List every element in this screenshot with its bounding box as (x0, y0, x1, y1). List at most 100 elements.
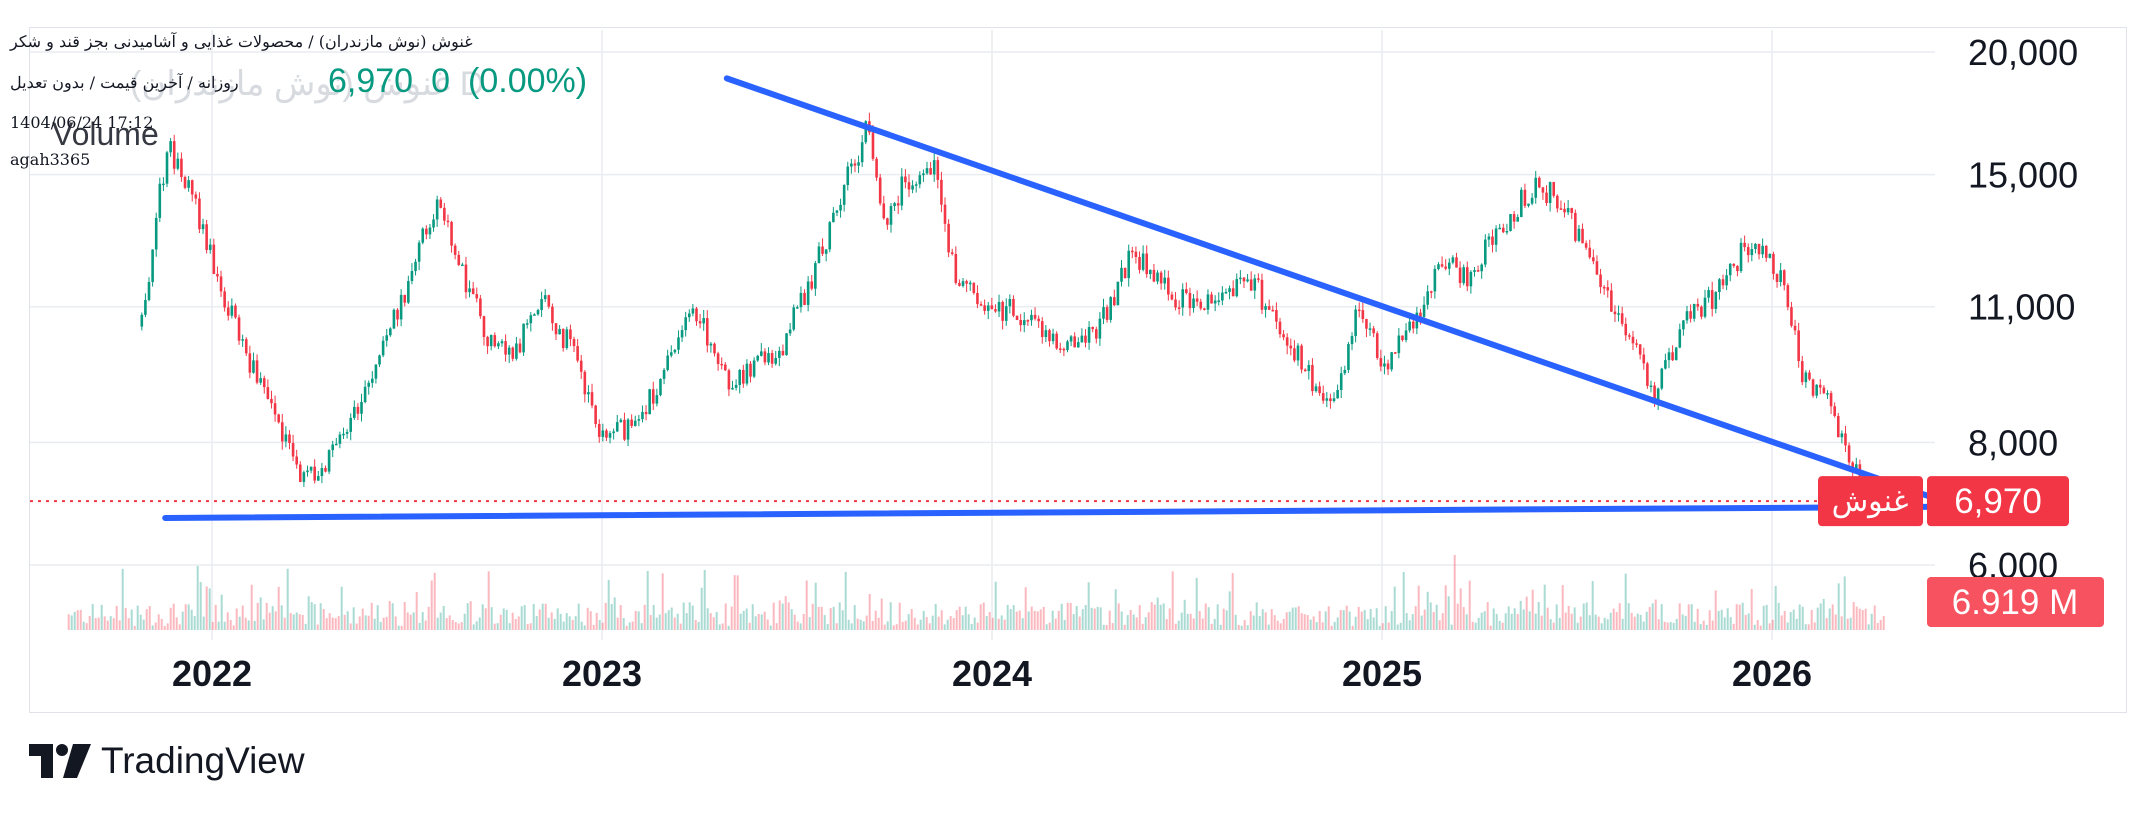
candle-body (165, 152, 169, 184)
volume-bar (1864, 608, 1867, 630)
candle-body (1329, 398, 1332, 402)
volume-bar (241, 605, 244, 630)
volume-bar (286, 568, 289, 630)
candle-body (543, 295, 547, 300)
volume-bar (937, 616, 940, 630)
candle-body (914, 184, 918, 186)
volume-bar (1042, 606, 1045, 630)
volume-bar (820, 606, 823, 630)
candle-body (1314, 386, 1318, 392)
y-tick-label: 11,000 (1968, 287, 2075, 328)
candle-body (1728, 263, 1732, 276)
volume-bar (574, 616, 577, 630)
volume-bar (1003, 619, 1006, 630)
candle-body (1775, 273, 1779, 283)
volume-bar (1165, 619, 1168, 630)
candle-body (1718, 279, 1721, 292)
volume-bar (1591, 581, 1594, 630)
candle-body (832, 212, 835, 223)
volume-bar (910, 609, 913, 630)
volume-bar (1249, 611, 1252, 630)
candle-body (1221, 292, 1224, 301)
candle-body (1343, 369, 1347, 374)
volume-bar (1429, 602, 1432, 630)
candle-body (623, 419, 626, 440)
candle-body (1455, 257, 1458, 268)
volume-bar (1231, 573, 1234, 630)
candle-body (1570, 208, 1574, 213)
volume-bar (1123, 624, 1126, 630)
candle-body (1091, 326, 1094, 330)
volume-bar (208, 588, 211, 630)
volume-bar (1510, 613, 1513, 630)
volume-bar (1546, 607, 1549, 630)
candle-body (853, 163, 857, 166)
volume-bar (1192, 618, 1195, 630)
candle-body (244, 339, 248, 354)
volume-bar (1879, 619, 1882, 630)
candle-body (976, 292, 979, 305)
volume-bar (1102, 624, 1105, 630)
candle-body (1264, 306, 1267, 310)
volume-bar (1777, 602, 1780, 630)
candle-body (525, 323, 529, 325)
candle-body (363, 386, 367, 403)
candle-body (1116, 281, 1120, 306)
candle-body (1509, 214, 1512, 232)
candle-body (716, 353, 720, 364)
price-badge (1927, 476, 2069, 527)
volume-bar (1390, 611, 1393, 630)
volume-bar (988, 612, 991, 630)
volume-bar (409, 614, 412, 630)
volume-bar (1138, 605, 1141, 630)
volume-bar (430, 580, 433, 630)
candle-body (950, 252, 954, 255)
volume-bar (1738, 604, 1741, 630)
volume-bar (691, 605, 694, 630)
tradingview-wordmark[interactable]: TradingView (101, 740, 305, 781)
volume-bar (853, 605, 856, 630)
candle-body (705, 318, 709, 346)
volume-bar (1264, 612, 1267, 630)
candle-body (1512, 214, 1516, 222)
volume-bar (1354, 616, 1357, 630)
descending-trendline[interactable] (723, 75, 1959, 509)
volume-bar (124, 608, 127, 630)
volume-bar (220, 594, 223, 630)
volume-indicator-label[interactable]: Volume (52, 116, 159, 152)
candle-body (162, 183, 165, 186)
volume-bar (1492, 608, 1495, 630)
support-trendline[interactable] (162, 503, 1963, 521)
volume-bar (163, 625, 166, 630)
volume-bar (1006, 604, 1009, 630)
volume-bar (1378, 625, 1381, 630)
volume-bar (1819, 603, 1822, 630)
volume-bar (1282, 618, 1285, 630)
volume-bar (1228, 591, 1231, 630)
volume-bar (1606, 619, 1609, 630)
candle-body (1134, 251, 1138, 258)
volume-bar (1117, 603, 1120, 630)
volume-bar (1834, 614, 1837, 630)
candle-body (1646, 363, 1649, 386)
chart-frame[interactable] (29, 27, 2127, 713)
volume-bar (1669, 621, 1672, 630)
volume-bar (757, 613, 760, 630)
volume-bar (976, 622, 979, 630)
volume-bar (463, 613, 466, 630)
volume-bar (139, 614, 142, 630)
candle-body (172, 141, 176, 169)
candle-body (1588, 247, 1592, 258)
volume-bar (748, 622, 751, 630)
candle-body (252, 360, 255, 373)
candle-body (940, 179, 943, 205)
candle-body (522, 323, 525, 353)
candle-body (1303, 369, 1307, 372)
candle-body (1199, 301, 1203, 309)
volume-bar (1081, 609, 1084, 630)
volume-bar (643, 604, 646, 630)
volume-bar (694, 620, 697, 630)
volume-bar (1537, 602, 1540, 630)
volume-bar (685, 613, 688, 630)
